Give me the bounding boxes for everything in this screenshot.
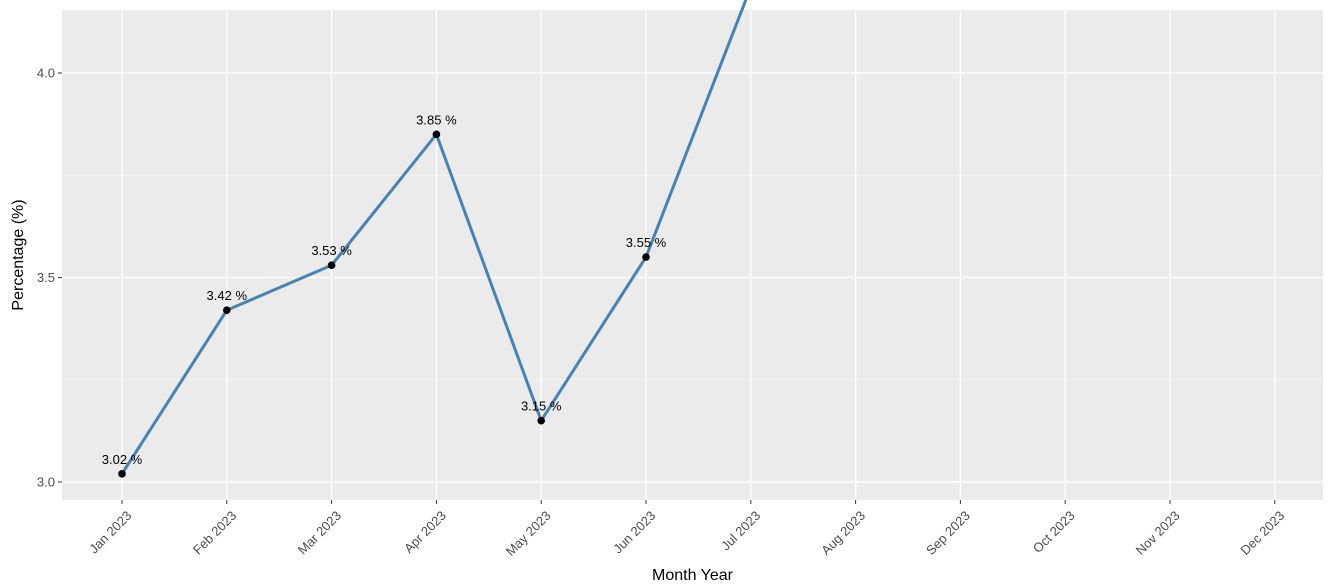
y-tick-label: 3.5 [37,270,55,285]
x-tick-label: May 2023 [503,508,554,559]
data-label: 3.42 % [207,288,248,303]
points-layer [118,130,650,478]
y-tick-label: 4.0 [37,66,55,81]
data-label: 3.53 % [311,243,352,258]
x-tick-label: Jan 2023 [86,508,134,556]
x-tick-label: Aug 2023 [818,508,868,558]
x-axis-title: Month Year [652,567,734,584]
y-axis: 3.03.54.04.55.0 [37,66,62,490]
series-layer [120,0,748,475]
x-tick-label: Mar 2023 [295,508,344,557]
x-tick-label: Jul 2023 [718,508,763,553]
data-label: 3.15 % [521,399,562,414]
grid-major [62,10,1323,500]
data-label: 3.85 % [416,112,457,127]
y-axis-title: Percentage (%) [10,199,27,310]
x-tick-label: Nov 2023 [1133,508,1183,558]
data-label: 3.02 % [102,452,143,467]
grid-minor [62,174,1323,381]
x-tick-label: Apr 2023 [401,508,449,556]
data-point [118,470,126,478]
data-label: 3.55 % [626,235,667,250]
x-tick-label: Sep 2023 [923,508,973,558]
x-tick-label: Feb 2023 [190,508,239,557]
x-tick-label: Dec 2023 [1237,508,1287,558]
plot-panel [62,10,1323,500]
data-point [327,261,336,270]
data-point [537,416,545,425]
series-line [120,0,748,475]
data-point [432,130,441,139]
x-tick-label: Oct 2023 [1030,508,1078,556]
y-tick-label: 3.0 [37,475,55,490]
x-axis: Jan 2023 Feb 2023 Mar 2023 Apr 2023 May 2023… [86,500,1287,559]
data-point [642,253,650,261]
x-tick-label: Jun 2023 [610,508,658,556]
data-labels-layer: 3.02 %3.42 %3.53 %3.85 %3.15 %3.55 %4.21… [102,112,667,467]
data-point [223,306,231,315]
